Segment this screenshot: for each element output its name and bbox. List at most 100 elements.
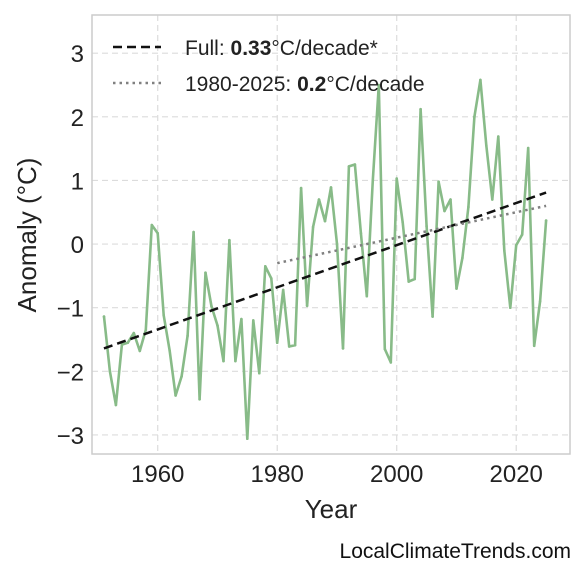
anomaly-point [281,288,285,292]
anomaly-point [240,317,243,321]
anomaly-point [126,341,130,345]
anomaly-point [222,359,225,363]
anomaly-point [532,344,536,348]
anomaly-point [228,238,231,242]
anomaly-point [347,165,351,168]
anomaly-point [293,343,297,347]
anomaly-point [162,314,165,317]
anomaly-point [395,177,399,180]
anomaly-point [287,345,291,348]
anomaly-point [114,403,118,407]
anomaly-point [497,135,500,138]
anomaly-point [377,83,381,87]
anomaly-point [108,370,112,373]
anomaly-point [138,349,142,353]
anomaly-point [305,304,309,308]
anomaly-point [449,198,452,201]
anomaly-point [353,163,357,166]
anomaly-point [323,219,327,223]
anomaly-point [186,334,189,338]
anomaly-point [407,280,411,283]
anomaly-point [198,398,201,401]
anomaly-point [168,349,171,353]
anomaly-point [317,198,321,201]
x-axis-title: Year [305,494,358,524]
anomaly-point [526,146,530,150]
anomaly-point [538,300,542,303]
anomaly-point [485,144,488,147]
anomaly-point [389,361,393,364]
anomaly-point [520,233,524,236]
anomaly-point [473,115,476,119]
y-tick-label: −1 [57,296,84,323]
anomaly-point [467,205,470,209]
anomaly-point [335,242,339,246]
anomaly-point [132,331,136,335]
anomaly-point [180,375,183,378]
anomaly-point [174,394,177,397]
trend-layer [103,191,547,350]
anomaly-point [443,209,446,213]
anomaly-point [503,249,506,252]
anomaly-point [425,224,428,228]
y-tick-label: 3 [71,41,84,68]
anomaly-point [204,271,207,275]
anomaly-point [383,347,387,351]
y-axis-title: Anomaly (°C) [12,158,42,313]
x-tick-label: 2020 [490,461,543,488]
anomaly-point [329,186,333,189]
anomaly-point [192,230,195,234]
anomaly-point [156,231,159,235]
x-tick-label: 1960 [131,461,184,488]
y-tick-label: −3 [57,423,84,450]
anomaly-point [479,78,482,82]
anomaly-point [275,341,279,345]
y-tick-label: 2 [71,105,84,132]
grid [92,15,570,454]
anomaly-point [491,198,494,201]
y-tick-label: 1 [71,168,84,195]
legend: Full: 0.33°C/decade* 1980-2025: 0.2°C/de… [113,37,425,96]
anomaly-point [419,107,422,111]
anomaly-point [311,225,315,229]
plot-frame [91,14,571,455]
anomaly-point [234,359,237,363]
anomaly-point [413,277,417,281]
legend-label-full-trend: Full: 0.33°C/decade* [185,37,378,60]
anomaly-point [401,221,405,224]
anomaly-point [252,319,255,322]
x-tick-label: 2000 [370,461,423,488]
y-tick-label: −2 [57,359,84,386]
anomaly-point [120,343,124,346]
anomaly-point [455,287,458,290]
anomaly-point [359,231,363,235]
anomaly-point [365,294,369,298]
anomaly-point [246,437,249,441]
recent-trend-line [276,204,547,265]
anomaly-point [544,219,548,222]
anomaly-point [341,347,345,350]
anomaly-series-line [102,78,548,441]
anomaly-point [371,179,375,182]
series-layer [102,78,548,441]
anomaly-point [514,244,518,247]
anomaly-point [461,256,464,260]
anomaly-point [509,306,512,310]
anomaly-point [258,371,261,375]
watermark: LocalClimateTrends.com [339,540,571,563]
anomaly-point [150,223,154,227]
anomaly-point [437,180,440,183]
anomaly-point [264,265,267,268]
y-tick-label: 0 [71,232,84,259]
anomaly-point [431,315,434,318]
x-tick-labels: 1960 1980 2000 2020 [131,461,543,488]
anomaly-point [144,328,148,332]
anomaly-point [210,305,213,308]
anomaly-point [270,277,273,280]
anomaly-point [299,186,303,190]
anomaly-point [102,315,106,318]
anomaly-point [216,324,219,327]
x-tick-label: 1980 [251,461,304,488]
legend-label-recent-trend: 1980-2025: 0.2°C/decade [185,73,425,96]
